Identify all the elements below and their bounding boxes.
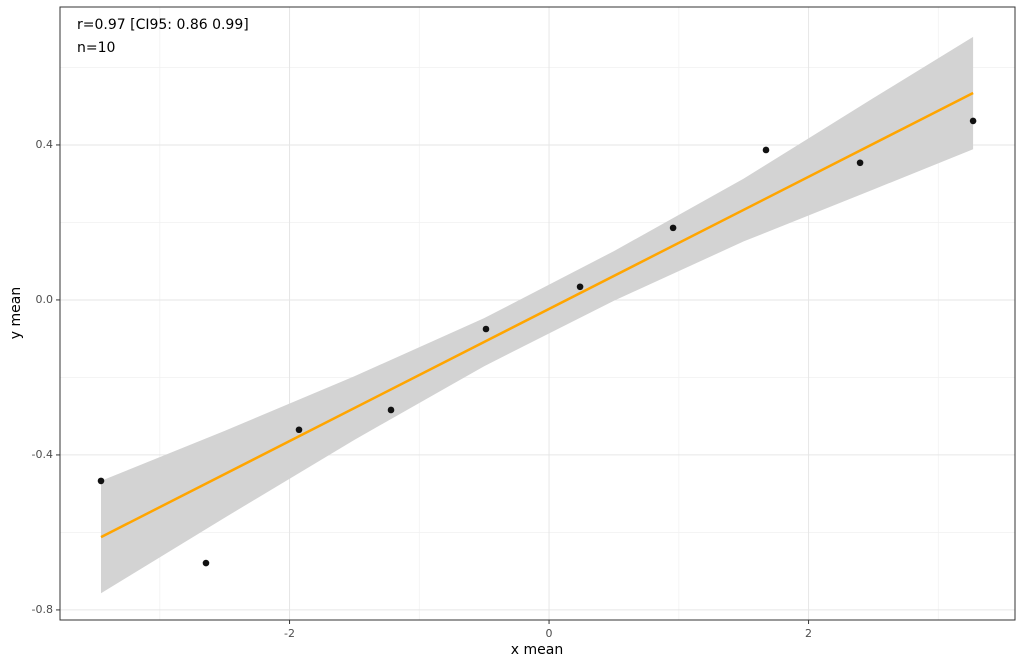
point [856,159,864,167]
point [969,117,977,125]
point [202,559,210,567]
x-tick-label: 2 [805,627,812,640]
x-axis-title: x mean [511,642,563,658]
annotation: r=0.97 [CI95: 0.86 0.99] [77,17,249,33]
x-tick-label: -2 [284,627,295,640]
x-tick-label: 0 [546,627,553,640]
point [295,426,303,434]
point [669,224,677,232]
y-tick-label: 0.4 [36,138,54,151]
point [97,477,105,485]
fit-line [100,91,974,539]
y-tick-label: -0.8 [32,603,53,616]
point [576,283,584,291]
y-tick-label: 0.0 [36,293,54,306]
point [762,146,770,154]
marks [97,36,977,594]
y-tick-label: -0.4 [32,448,53,461]
y-axis-title: y mean [8,287,24,339]
annotation: n=10 [77,40,115,56]
panel-border [59,6,1016,621]
point [482,325,490,333]
point [387,406,395,414]
